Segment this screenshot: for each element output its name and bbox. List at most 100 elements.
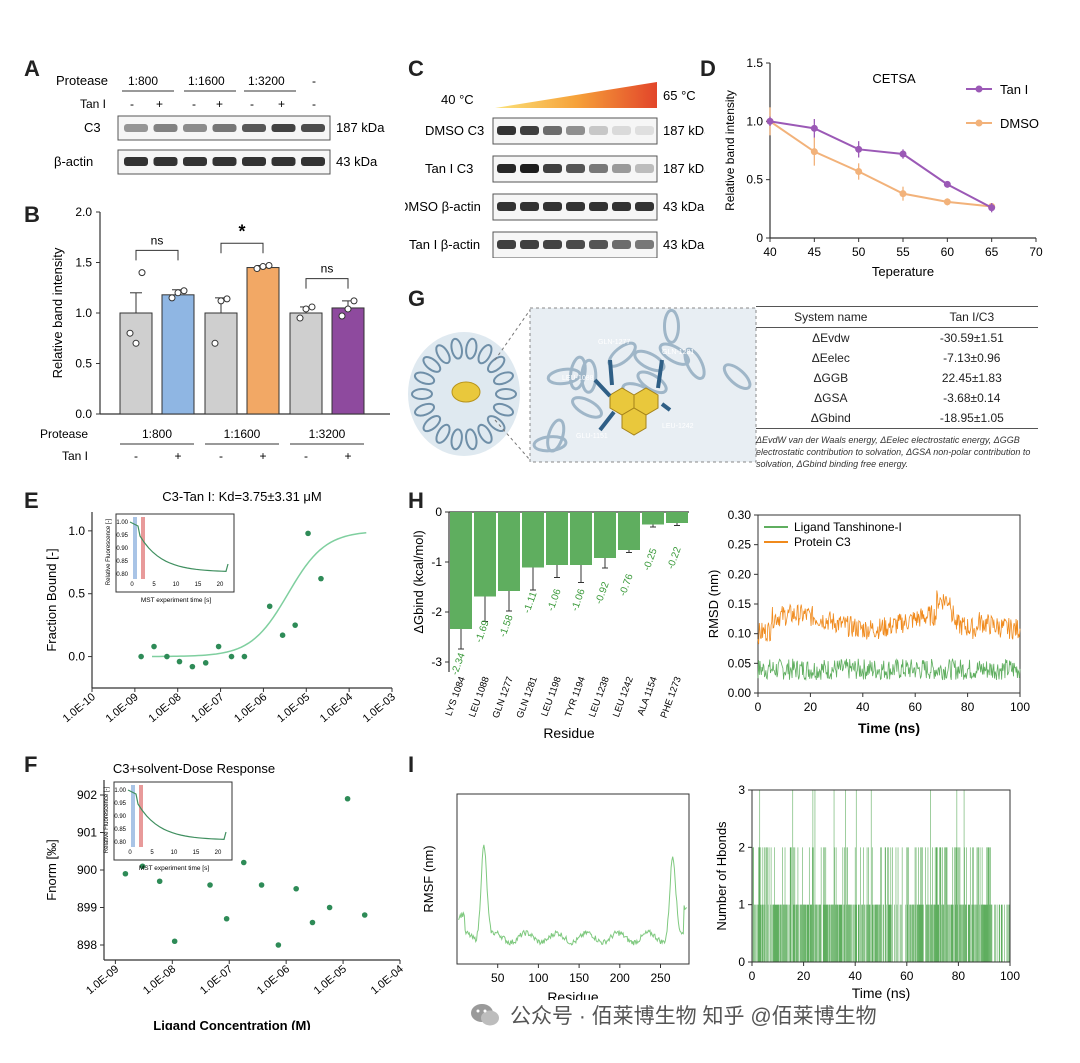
x-tick-label: 1.0E-04 <box>369 963 406 997</box>
x-axis-label: Residue <box>547 989 599 1000</box>
x-tick-label: 40 <box>763 245 777 259</box>
data-point <box>308 303 316 311</box>
blot-a-sign-6: + <box>278 97 285 111</box>
chart-i-rmsf: 50 100 150 200 250 Residue RMSF (nm) <box>421 793 690 1000</box>
helix-segment <box>413 371 436 386</box>
helix-segment <box>492 402 515 417</box>
table-row: ΔGbind -18.95±1.05 <box>756 408 1038 429</box>
blot-band <box>271 124 296 132</box>
group-label: 1:800 <box>142 427 172 441</box>
x-tick-label: 150 <box>569 971 589 985</box>
data-point <box>171 938 178 945</box>
panel-label-f: F <box>24 752 38 777</box>
sign-label: - <box>304 449 308 463</box>
data-label: -1.58 <box>498 613 516 639</box>
data-point <box>132 339 140 347</box>
blot-band <box>520 240 539 249</box>
table-row: ΔEvdw -30.59±1.51 <box>756 328 1038 349</box>
blot-band <box>612 202 631 211</box>
inset-x-tick-label: 10 <box>173 582 180 588</box>
series-line <box>769 120 992 208</box>
x-tick-label: 1.0E-08 <box>146 691 183 725</box>
inset-y-tick-label: 1.00 <box>114 788 126 794</box>
data-point <box>223 915 230 922</box>
inset-x-tick-label: 0 <box>128 850 132 856</box>
docking-image: GLN-1277 GLN-1281 LEU-1088 LEU-1242 GLU-… <box>408 307 757 463</box>
inset-x-tick-label: 20 <box>215 850 222 856</box>
x-tick-label: 55 <box>896 245 910 259</box>
y-tick-label: 3 <box>738 783 745 797</box>
data-point <box>139 863 146 870</box>
category-label: LYS 1084 <box>443 675 467 717</box>
energy-table: System name Tan I/C3 ΔEvdw -30.59±1.51 ΔE… <box>756 306 1038 429</box>
data-point <box>151 643 157 650</box>
y-axis-label: ΔGbind (kcal/mol) <box>411 530 426 633</box>
y-tick-label: 0.5 <box>75 357 92 371</box>
x-tick-label: 1.0E-08 <box>141 963 178 997</box>
energy-value: -18.95±1.05 <box>905 408 1038 429</box>
y-tick-label: -3 <box>431 655 442 669</box>
blot-band <box>566 126 585 135</box>
data-point <box>344 795 351 802</box>
helix-segment <box>477 423 493 444</box>
x-tick-label: 20 <box>804 700 818 714</box>
x-tick-label: 60 <box>941 245 955 259</box>
y-tick-label: -1 <box>431 555 442 569</box>
blot-band <box>124 157 148 166</box>
data-label: -0.92 <box>594 580 612 606</box>
data-point <box>943 198 951 206</box>
blot-band <box>566 240 585 249</box>
x-tick-label: 1.0E-06 <box>255 963 292 997</box>
data-point <box>810 124 818 132</box>
inset-x-tick-label: 5 <box>152 582 156 588</box>
blot-c-membrane <box>492 117 658 145</box>
bar <box>570 512 592 565</box>
data-point <box>309 919 316 926</box>
protein-overview-illustration <box>408 332 520 456</box>
energy-table-header-value: Tan I/C3 <box>905 306 1038 328</box>
y-tick-label: 0.30 <box>728 508 752 522</box>
helix-segment <box>435 423 451 444</box>
table-row: ΔGGB 22.45±1.83 <box>756 368 1038 388</box>
blot-band <box>301 157 325 166</box>
bar <box>289 312 323 415</box>
plot-frame <box>751 789 1011 963</box>
bar <box>474 512 496 597</box>
group-label: 1:1600 <box>224 427 261 441</box>
x-tick-label: 1.0E-09 <box>84 963 121 997</box>
blot-a-sign-5: - <box>250 97 254 111</box>
inset-y-tick-label: 0.95 <box>116 533 128 539</box>
inset-x-axis-label: MST experiment time [s] <box>141 597 212 604</box>
x-tick-label: 200 <box>610 971 630 985</box>
blot-band <box>212 157 237 166</box>
data-point <box>275 942 282 948</box>
y-tick-label: 0.25 <box>728 538 752 552</box>
blot-c: 40 °C 65 °C DMSO C3 187 kDa Tan I C3 187 kD… <box>405 82 705 258</box>
fit-curve <box>151 531 367 658</box>
blot-band <box>543 126 562 135</box>
legend-label: DMSO <box>1000 116 1039 131</box>
data-point <box>164 653 170 660</box>
x-axis-label: Ligand Concentration (M) <box>153 1018 310 1030</box>
bar <box>642 512 664 525</box>
data-point <box>253 265 261 273</box>
data-label: -1.69 <box>474 619 492 645</box>
energy-term: ΔGbind <box>756 408 906 429</box>
x-tick-label: 50 <box>852 245 866 259</box>
category-label: LEU 1198 <box>539 675 564 718</box>
legend-label: Tan I <box>1000 82 1028 97</box>
y-tick-label: 0 <box>738 955 745 969</box>
inset-y-tick-label: 0.90 <box>116 546 128 552</box>
y-tick-label: 0 <box>756 231 763 245</box>
data-point <box>156 878 163 885</box>
category-label: LEU 1242 <box>611 675 636 718</box>
significance-bracket <box>220 242 264 254</box>
category-label: GLN 1281 <box>515 675 540 719</box>
chart-h-rmsd: 0 20 40 60 80 100 0.00 0.05 0.10 0.15 0.20 0.25 0.30… <box>706 508 1030 736</box>
x-tick-label: 100 <box>1010 700 1030 714</box>
inset-y-axis-label: Relative Fluorescence [-] <box>104 786 110 853</box>
data-point <box>810 148 818 156</box>
blot-band <box>612 240 631 249</box>
watermark-text: 公众号 · 佰莱博生物 知乎 @佰莱博生物 <box>510 1005 877 1028</box>
